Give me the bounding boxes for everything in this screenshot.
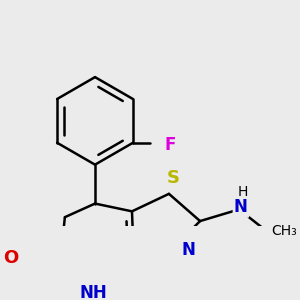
Text: N: N <box>182 241 195 259</box>
Text: S: S <box>166 169 179 187</box>
Text: CH₃: CH₃ <box>271 224 297 238</box>
Text: O: O <box>3 249 18 267</box>
Text: F: F <box>164 136 176 154</box>
Text: NH: NH <box>79 284 107 300</box>
Text: H: H <box>238 185 248 199</box>
Text: N: N <box>234 199 248 217</box>
